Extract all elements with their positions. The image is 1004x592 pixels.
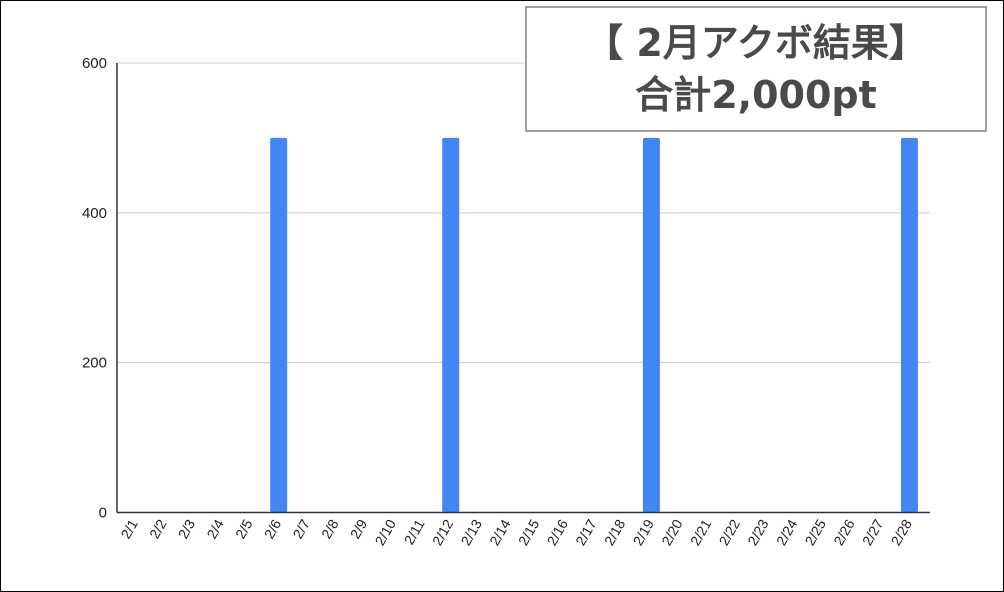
annotation-line-2: 合計2,000pt: [635, 73, 877, 117]
x-tick-label: 2/22: [716, 516, 744, 548]
x-tick-label: 2/26: [830, 516, 858, 548]
x-tick-label: 2/23: [744, 516, 772, 548]
x-tick-label: 2/15: [515, 516, 543, 548]
x-tick-label: 2/13: [457, 516, 485, 548]
annotation-line-1: 【 2月アクボ結果】: [585, 21, 927, 65]
x-tick-label: 2/10: [371, 516, 399, 548]
x-tick-label: 2/8: [318, 516, 342, 541]
x-tick-label: 2/20: [658, 516, 686, 548]
x-tick-label: 2/12: [429, 516, 457, 548]
x-tick-label: 2/7: [289, 516, 313, 541]
result-annotation-box: 【 2月アクボ結果】 合計2,000pt: [525, 6, 987, 132]
x-tick-label: 2/21: [687, 516, 715, 548]
x-tick-label: 2/19: [630, 516, 658, 548]
x-tick-label: 2/2: [146, 516, 170, 541]
x-tick-label: 2/25: [802, 516, 830, 548]
y-tick-label: 600: [82, 55, 107, 72]
x-tick-label: 2/27: [859, 516, 887, 548]
x-tick-label: 2/1: [117, 516, 141, 541]
bar: [642, 137, 660, 513]
x-tick-label: 2/11: [401, 516, 428, 547]
x-tick-label: 2/4: [203, 516, 227, 541]
y-tick-label: 0: [99, 505, 107, 522]
bar: [900, 137, 918, 513]
x-tick-label: 2/3: [175, 516, 199, 541]
y-tick-label: 400: [82, 205, 107, 222]
x-tick-label: 2/5: [232, 516, 256, 541]
y-tick-label: 200: [82, 355, 107, 372]
x-tick-label: 2/6: [261, 516, 285, 541]
bar: [270, 137, 288, 513]
x-tick-label: 2/28: [888, 516, 916, 548]
x-tick-label: 2/14: [486, 516, 514, 548]
x-tick-label: 2/24: [773, 516, 801, 548]
x-tick-label: 2/16: [544, 516, 572, 548]
x-tick-label: 2/17: [572, 516, 600, 548]
x-tick-label: 2/18: [601, 516, 629, 548]
bar: [442, 137, 460, 513]
x-tick-label: 2/9: [347, 516, 371, 541]
